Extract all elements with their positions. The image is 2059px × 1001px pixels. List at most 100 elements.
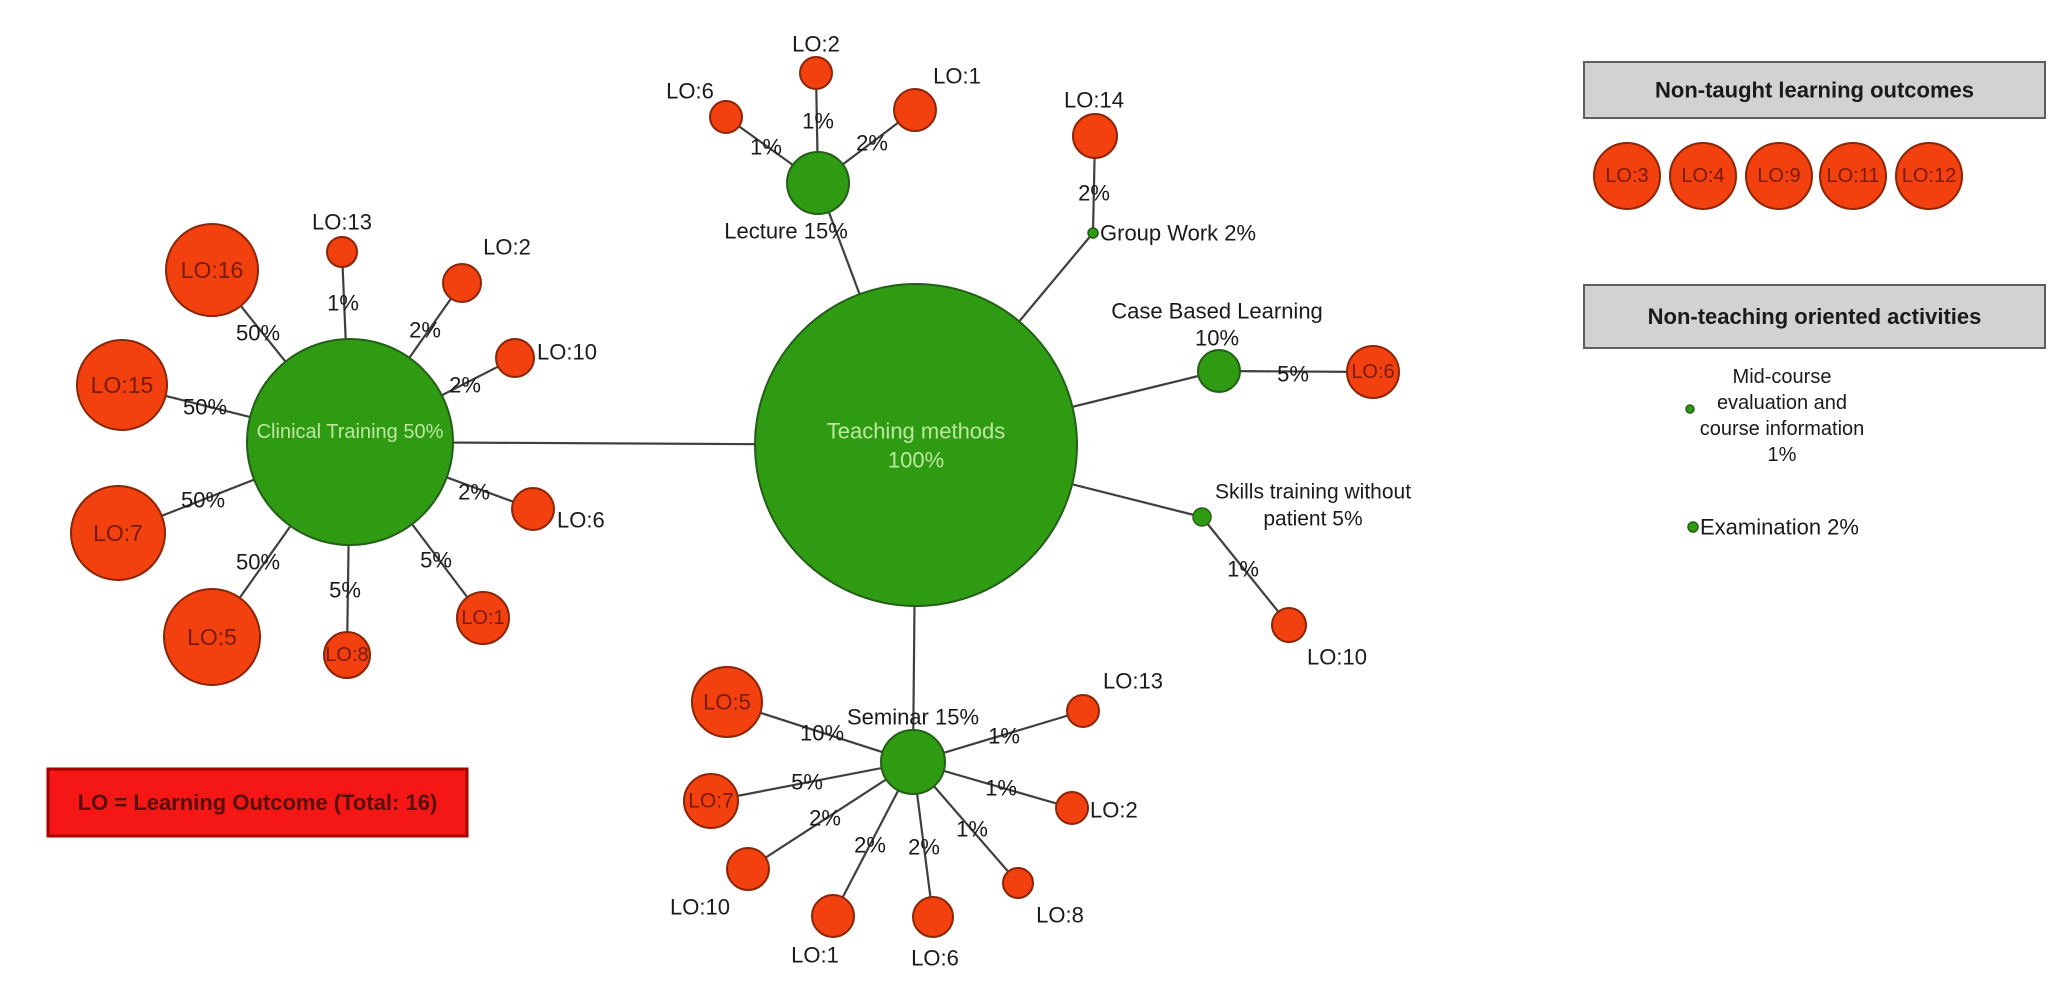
node-g_lo14 (1072, 113, 1118, 159)
edge-label-seminar-se_lo7-line-1: 5% (791, 770, 823, 795)
node-c_lo10 (495, 338, 535, 378)
edge-label-seminar-se_lo2: 1% (985, 776, 1017, 801)
node-leg_lo4 (1669, 142, 1737, 210)
edge-label-lecture-l_lo1: 2% (856, 131, 888, 156)
clinical-lo16-text-line-1: LO:16 (181, 257, 244, 283)
edge-label-skills-s_lo10-line-1: 1% (1227, 557, 1259, 582)
node-c_lo5 (163, 588, 261, 686)
node-se_lo5 (691, 666, 763, 738)
edge-label-seminar-se_lo8-line-1: 1% (956, 817, 988, 842)
edge-label-clinical-c_lo10: 2% (449, 373, 481, 398)
lo-definition-box-title: LO = Learning Outcome (Total: 16) (78, 790, 438, 815)
node-cb_lo6 (1346, 345, 1400, 399)
seminar-lo1-label-line-1: LO:1 (791, 943, 839, 968)
node-leg_lo12 (1895, 142, 1963, 210)
skills-lo10-label: LO:10 (1307, 645, 1367, 670)
node-lecture (786, 151, 850, 215)
edge-label-clinical-c_lo5-line-1: 50% (236, 550, 280, 575)
clinical-lo5-text-line-1: LO:5 (187, 624, 237, 650)
edge-label-seminar-se_lo10: 2% (809, 806, 841, 831)
edge-label-cbl-cb_lo6-line-1: 5% (1277, 362, 1309, 387)
clinical-lo1-text: LO:1 (461, 607, 504, 629)
edge-label-seminar-se_lo13-line-1: 1% (988, 724, 1020, 749)
node-groupwork (1087, 227, 1099, 239)
edge-label-clinical-c_lo1-line-1: 5% (420, 548, 452, 573)
edge-label-clinical-c_lo13-line-1: 1% (327, 291, 359, 316)
skills-lo10-label-line-1: LO:10 (1307, 645, 1367, 670)
lecture-lo1-label-line-1: LO:1 (933, 64, 981, 89)
case-based-learning-label-line-1: Case Based Learning (1111, 299, 1323, 324)
node-l_lo6 (709, 100, 743, 134)
clinical-lo13-label-line-1: LO:13 (312, 210, 372, 235)
edge-label-lecture-l_lo6-line-1: 1% (750, 135, 782, 160)
edge-label-seminar-se_lo13: 1% (988, 724, 1020, 749)
edge-label-clinical-c_lo7: 50% (181, 488, 225, 513)
edge-label-seminar-se_lo7: 5% (791, 770, 823, 795)
legend-lo3-text: LO:3 (1605, 165, 1648, 187)
legend-lo11-text-line-1: LO:11 (1827, 165, 1880, 187)
seminar-lo5-text-line-1: LO:5 (703, 690, 751, 715)
edge-label-clinical-c_lo8-line-1: 5% (329, 578, 361, 603)
node-c_lo8 (323, 631, 371, 679)
edge-seminar-se_lo7 (710, 760, 914, 803)
lecture-lo6-label-line-1: LO:6 (666, 79, 714, 104)
node-s_lo10 (1271, 607, 1307, 643)
legend-lo4-text: LO:4 (1681, 165, 1724, 187)
seminar-label-line-1: Seminar 15% (847, 705, 979, 730)
skills-training-label-line-2: patient 5% (1263, 508, 1362, 531)
clinical-lo5-text: LO:5 (187, 624, 237, 650)
non-teaching-box-title-line-1: Non-teaching oriented activities (1648, 304, 1982, 329)
groupwork-lo14-label-line-1: LO:14 (1064, 88, 1124, 113)
edge-label-lecture-l_lo2: 1% (802, 109, 834, 134)
lecture-label: Lecture 15% (724, 219, 848, 244)
edge-label-clinical-c_lo5: 50% (236, 550, 280, 575)
node-se_lo6 (912, 896, 954, 938)
clinical-lo15-text: LO:15 (91, 372, 154, 398)
seminar-lo13-label-line-1: LO:13 (1103, 669, 1163, 694)
node-leg_lo11 (1819, 142, 1887, 210)
edge-label-clinical-c_lo2-line-1: 2% (409, 318, 441, 343)
edge-label-seminar-se_lo5-line-1: 10% (800, 721, 844, 746)
clinical-lo10-label-line-1: LO:10 (537, 340, 597, 365)
group-work-label-line-1: Group Work 2% (1100, 221, 1256, 246)
seminar-lo7-text-line-1: LO:7 (688, 790, 734, 813)
clinical-lo2-label-line-1: LO:2 (483, 235, 531, 260)
edge-skills-s_lo10 (1201, 516, 1290, 626)
edge-label-lecture-l_lo6: 1% (750, 135, 782, 160)
seminar-lo1-label: LO:1 (791, 943, 839, 968)
edge-label-clinical-c_lo6-line-1: 2% (458, 480, 490, 505)
node-se_lo8 (1002, 867, 1034, 899)
clinical-lo1-text-line-1: LO:1 (461, 607, 504, 629)
mid-course-label: Mid-course evaluation and course informati… (1700, 366, 1865, 466)
legend-lo11-text: LO:11 (1827, 165, 1880, 187)
mid-course-label-line-3: course information (1700, 418, 1865, 440)
mid-course-label-line-2: evaluation and (1717, 392, 1847, 414)
edge-label-groupwork-g_lo14-line-1: 2% (1078, 181, 1110, 206)
node-skills (1192, 507, 1212, 527)
clinical-lo6-label-line-1: LO:6 (557, 508, 605, 533)
node-clinical (246, 338, 454, 546)
mid-course-label-line-1: Mid-course (1733, 366, 1832, 388)
seminar-lo13-label: LO:13 (1103, 669, 1163, 694)
edge-label-clinical-c_lo6: 2% (458, 480, 490, 505)
clinical-lo8-text-line-1: LO:8 (325, 644, 368, 666)
edge-label-seminar-se_lo5: 10% (800, 721, 844, 746)
clinical-lo13-label: LO:13 (312, 210, 372, 235)
edge-label-seminar-se_lo2-line-1: 1% (985, 776, 1017, 801)
edge-label-clinical-c_lo10-line-1: 2% (449, 373, 481, 398)
node-c_lo15 (76, 339, 168, 431)
node-l_lo1 (893, 88, 937, 132)
edge-label-clinical-c_lo16: 50% (236, 321, 280, 346)
node-se_lo2 (1055, 791, 1089, 825)
edge-label-clinical-c_lo15-line-1: 50% (183, 395, 227, 420)
non-taught-box-title: Non-taught learning outcomes (1655, 78, 1974, 103)
node-se_lo1 (811, 894, 855, 938)
node-c_lo13 (326, 236, 358, 268)
node-c_lo2 (442, 263, 482, 303)
lecture-lo1-label: LO:1 (933, 64, 981, 89)
edge-label-clinical-c_lo16-line-1: 50% (236, 321, 280, 346)
node-seminar (880, 729, 946, 795)
teaching-methods-label-line-2: 100% (888, 448, 944, 473)
